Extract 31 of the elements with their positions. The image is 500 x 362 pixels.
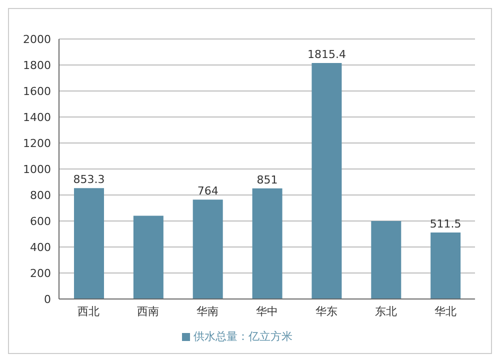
data-label: 853.3 — [73, 173, 105, 186]
data-label: 764 — [197, 184, 218, 198]
y-tick-label: 1200 — [23, 136, 51, 150]
x-tick-label: 华东 — [315, 304, 338, 318]
bar — [312, 63, 342, 299]
data-label: 1815.4 — [307, 48, 346, 61]
x-tick-label: 华南 — [196, 304, 219, 318]
bar — [430, 232, 461, 299]
y-tick-label: 0 — [44, 292, 51, 306]
y-tick-label: 400 — [30, 240, 51, 254]
bar — [371, 221, 402, 299]
bar — [133, 216, 164, 299]
data-label: 851 — [256, 173, 278, 186]
y-tick-label: 2000 — [23, 32, 51, 46]
x-tick-label: 华北 — [434, 304, 456, 318]
y-tick-label: 200 — [30, 266, 51, 280]
y-tick-label: 1600 — [23, 84, 51, 98]
y-tick-label: 800 — [30, 188, 51, 202]
x-tick-label: 西北 — [78, 304, 100, 318]
bar — [74, 188, 104, 299]
y-tick-label: 1000 — [23, 162, 51, 176]
y-tick-label: 1800 — [23, 58, 51, 72]
x-tick-label: 西南 — [137, 304, 160, 318]
bar — [252, 188, 282, 299]
x-tick-label: 华中 — [256, 304, 278, 318]
x-tick-label: 东北 — [374, 304, 397, 318]
data-label: 511.5 — [430, 218, 462, 231]
y-tick-label: 600 — [30, 214, 51, 228]
legend-label: 供水总量：亿立方米 — [194, 330, 292, 343]
y-tick-label: 1400 — [23, 110, 51, 124]
bar — [192, 200, 223, 299]
